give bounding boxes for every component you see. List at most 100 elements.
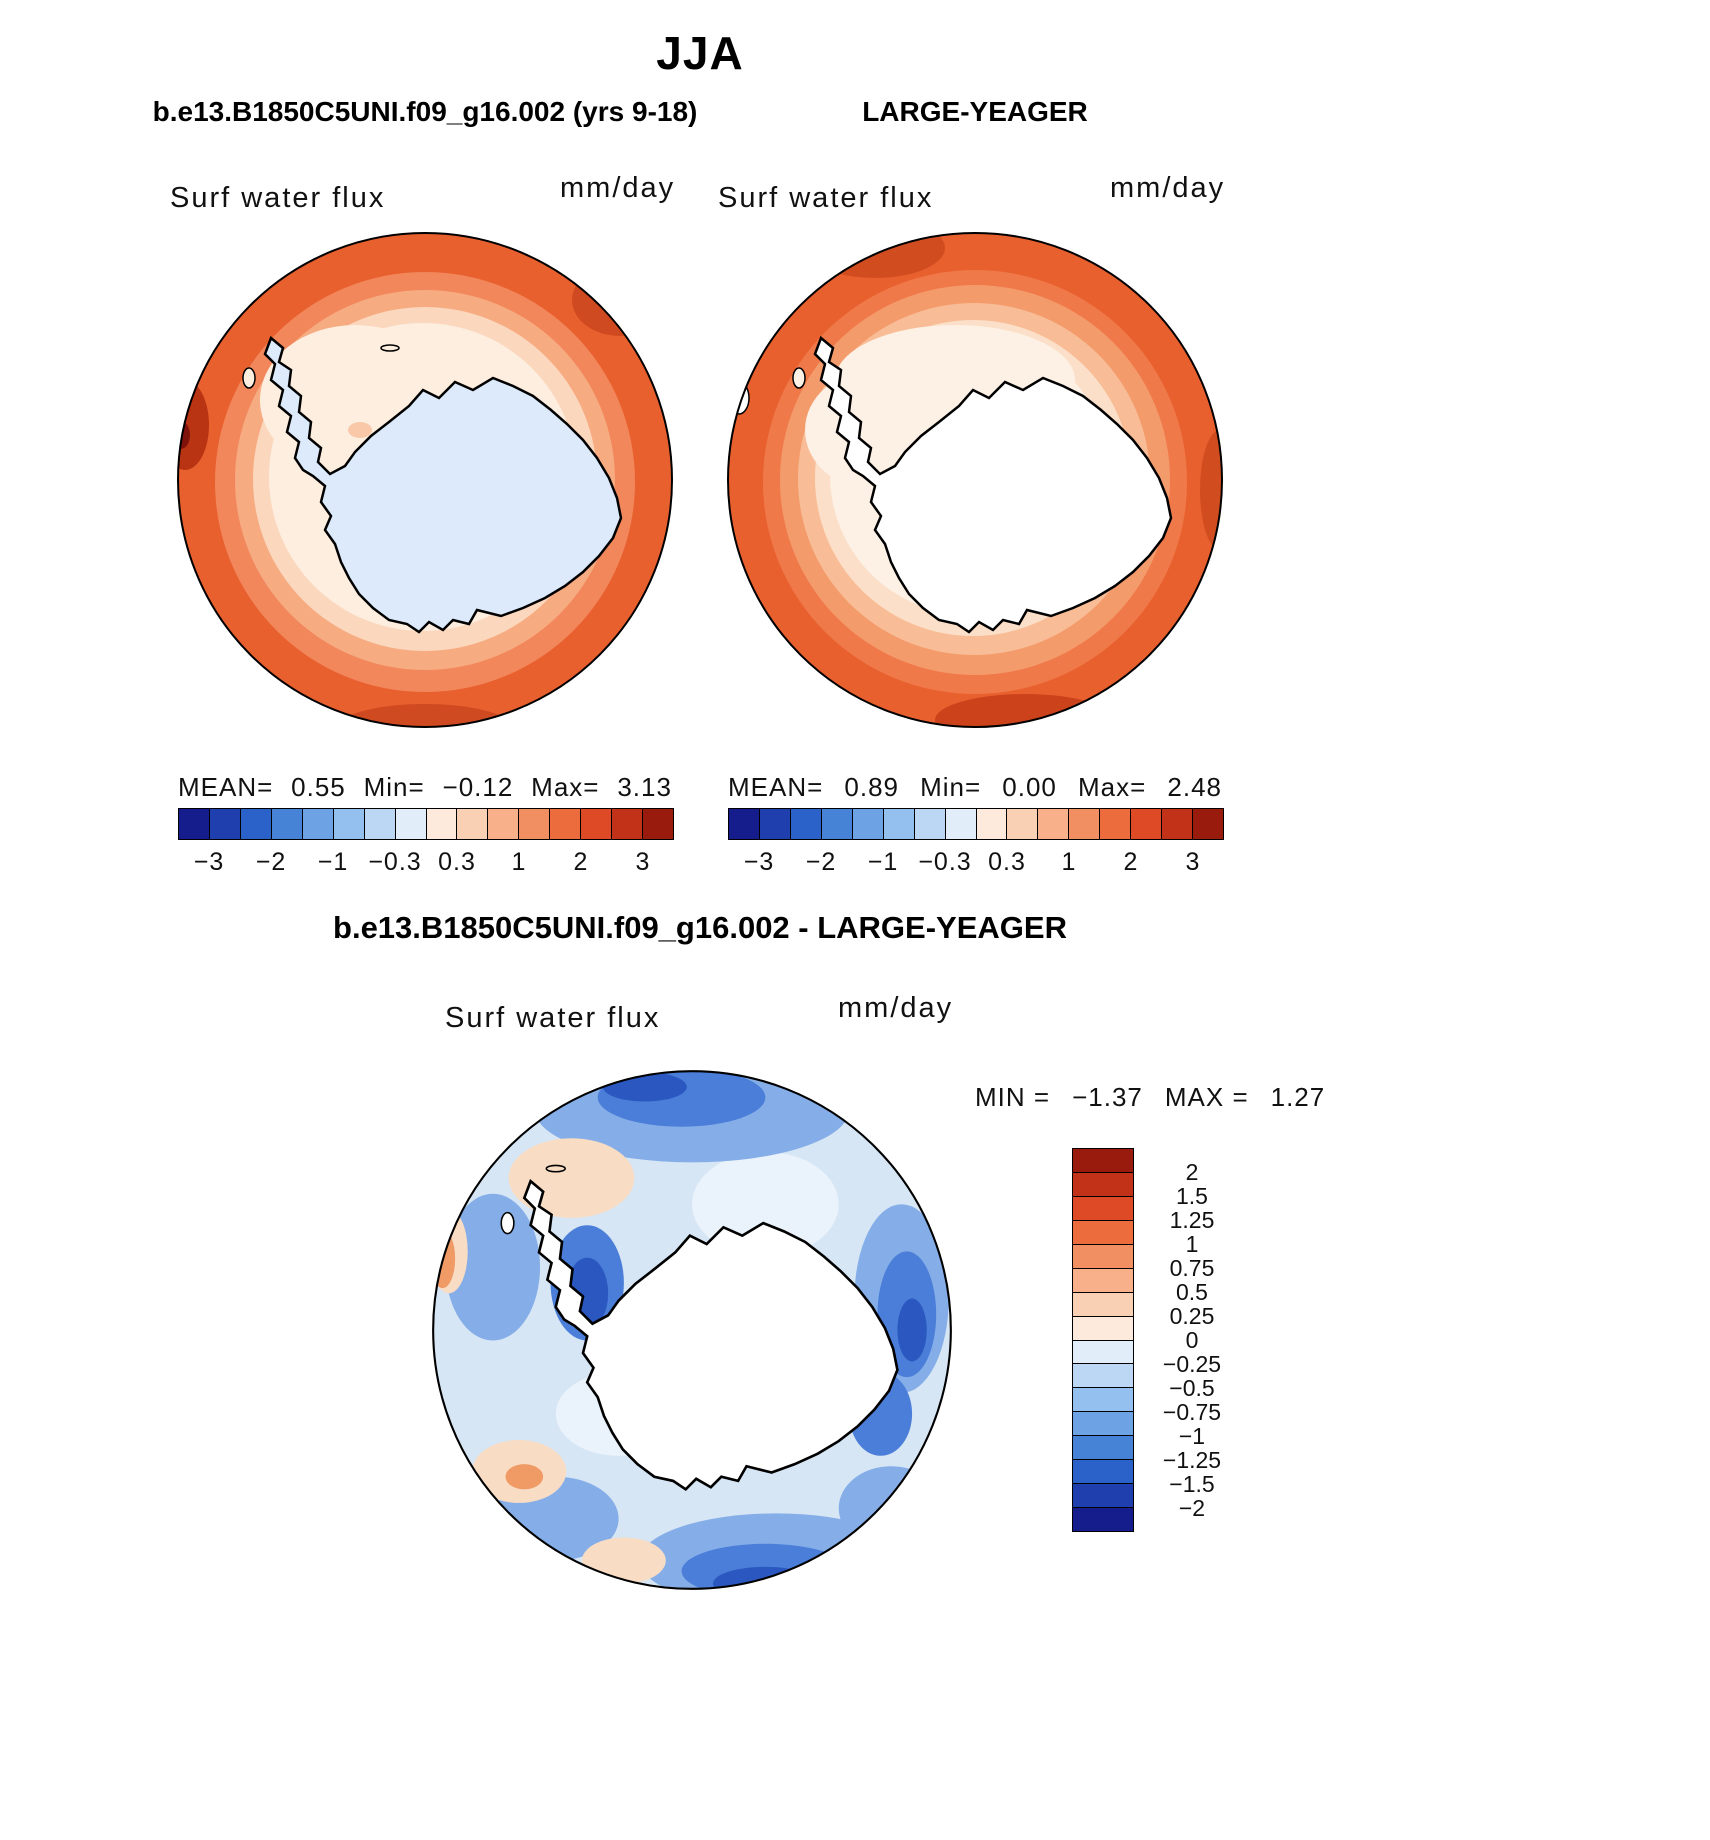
colorbar-segment: [395, 809, 427, 839]
colorbar-segment: [240, 809, 272, 839]
colorbar-tick-label: −0.3: [368, 848, 422, 876]
colorbar-segment: [1073, 1220, 1133, 1245]
colorbar-segment: [333, 809, 365, 839]
mean-value: 0.55: [291, 772, 346, 802]
colorbar-tick-label: 2: [1123, 848, 1139, 876]
colorbar-segment: [914, 809, 946, 839]
colorbar-tick-label: 0.3: [438, 848, 476, 876]
colorbar-segment: [1131, 809, 1163, 839]
colorbar-segment: [852, 809, 884, 839]
diff-max-value: 1.27: [1270, 1082, 1326, 1112]
min-label: Min=: [920, 772, 982, 802]
colorbar-segment: [1100, 809, 1132, 839]
polar-map-diff: [432, 1070, 952, 1590]
colorbar-segment: [945, 809, 977, 839]
island-diff: [500, 1211, 515, 1235]
colorbar-segment: [1073, 1508, 1133, 1531]
colorbar-segment: [1073, 1388, 1133, 1413]
min-label: Min=: [363, 772, 425, 802]
colorbar-segment: [550, 809, 582, 839]
max-value: 2.48: [1167, 772, 1222, 802]
colorbar-segment: [1073, 1436, 1133, 1461]
colorbar-segment: [1193, 809, 1223, 839]
colorbar-tick-label: −2: [255, 848, 287, 876]
colorbar-segment: [271, 809, 303, 839]
colorbar-tick-label: −0.25: [1162, 1351, 1222, 1377]
colorbar-segment: [1007, 809, 1039, 839]
colorbar-labels-diff: 2 1.5 1.25 1 0.75 0.5 0.25 0 −0.25 −0.5 −0.75 −1 −1.…: [1144, 1148, 1240, 1544]
colorbar-segment: [1073, 1484, 1133, 1509]
colorbar-segment: [519, 809, 551, 839]
colorbar-tick-label: −0.75: [1162, 1399, 1222, 1425]
units-label-diff: mm/day: [838, 992, 954, 1024]
max-label: Max=: [1077, 772, 1147, 802]
colorbar-tick-label: −1: [867, 848, 899, 876]
colorbar-segment: [1073, 1268, 1133, 1293]
colorbar-tick-label: −1: [317, 848, 349, 876]
colorbar-tick-label: 3: [1185, 848, 1201, 876]
colorbar-tick-label: 2: [573, 848, 589, 876]
colorbar-segment: [179, 809, 210, 839]
colorbar-segment: [759, 809, 791, 839]
colorbar-tick-label: 0.5: [1176, 1279, 1208, 1305]
colorbar-segment: [1073, 1412, 1133, 1437]
colorbar-obs: [728, 808, 1224, 840]
colorbar-segment: [302, 809, 334, 839]
colorbar-segment: [364, 809, 396, 839]
mean-value: 0.89: [844, 772, 900, 802]
field-label-diff: Surf water flux: [445, 1002, 661, 1034]
colorbar-segment: [1073, 1340, 1133, 1365]
max-value: 3.13: [617, 772, 672, 802]
map-rim-diff: [432, 1070, 952, 1590]
map-rim-obs: [727, 232, 1223, 728]
colorbar-segment: [1073, 1292, 1133, 1317]
colorbar-segment: [1069, 809, 1101, 839]
colorbar-segment: [1073, 1196, 1133, 1221]
colorbar-tick-label: −3: [193, 848, 225, 876]
model-map-ocean: [178, 233, 672, 727]
units-label-model: mm/day: [560, 172, 676, 204]
colorbar-segment: [1073, 1316, 1133, 1341]
colorbar-segment: [488, 809, 520, 839]
colorbar-segment: [209, 809, 241, 839]
colorbar-ticks-obs: −3 −2 −1 −0.3 0.3 1 2 3: [728, 848, 1224, 877]
colorbar-segment: [581, 809, 613, 839]
colorbar-segment: [1162, 809, 1194, 839]
colorbar-model: [178, 808, 674, 840]
colorbar-segment: [457, 809, 489, 839]
polar-map-obs: [727, 232, 1223, 728]
colorbar-tick-label: −0.5: [1169, 1375, 1215, 1401]
colorbar-tick-label: 0: [1185, 1327, 1199, 1353]
colorbar-segment: [643, 809, 673, 839]
colorbar-segment: [1073, 1460, 1133, 1485]
stats-row-model: MEAN= 0.55 Min= −0.12 Max= 3.13: [178, 772, 672, 803]
colorbar-tick-label: 1.5: [1176, 1183, 1208, 1209]
colorbar-segment: [1073, 1149, 1133, 1173]
colorbar-tick-label: −1.5: [1169, 1471, 1215, 1497]
diff-min-label: MIN =: [975, 1082, 1051, 1112]
colorbar-tick-label: −2: [1178, 1495, 1206, 1521]
colorbar-segment: [976, 809, 1008, 839]
island-obs: [792, 367, 806, 389]
mean-label: MEAN=: [728, 772, 824, 802]
field-label-model: Surf water flux: [170, 182, 386, 214]
diff-map-ocean: [433, 1071, 951, 1589]
units-label-obs: mm/day: [1110, 172, 1226, 204]
colorbar-tick-label: 2: [1185, 1159, 1199, 1185]
panel-title-model: b.e13.B1850C5UNI.f09_g16.002 (yrs 9-18): [152, 96, 698, 127]
colorbar-segment: [821, 809, 853, 839]
diff-minmax-row: MIN = −1.37 MAX = 1.27: [975, 1082, 1325, 1113]
mean-label: MEAN=: [178, 772, 274, 802]
colorbar-segment: [790, 809, 822, 839]
colorbar-tick-label: −1: [1178, 1423, 1206, 1449]
colorbar-segment: [1073, 1244, 1133, 1269]
colorbar-tick-label: 0.75: [1169, 1255, 1215, 1281]
obs-map-ocean: [728, 233, 1222, 727]
colorbar-segment: [612, 809, 644, 839]
panel-title-obs: LARGE-YEAGER: [862, 96, 1088, 127]
colorbar-ticks-model: −3 −2 −1 −0.3 0.3 1 2 3: [178, 848, 674, 877]
colorbar-tick-label: −2: [805, 848, 837, 876]
stats-row-obs: MEAN= 0.89 Min= 0.00 Max= 2.48: [728, 772, 1222, 803]
page-title: JJA: [656, 27, 744, 79]
